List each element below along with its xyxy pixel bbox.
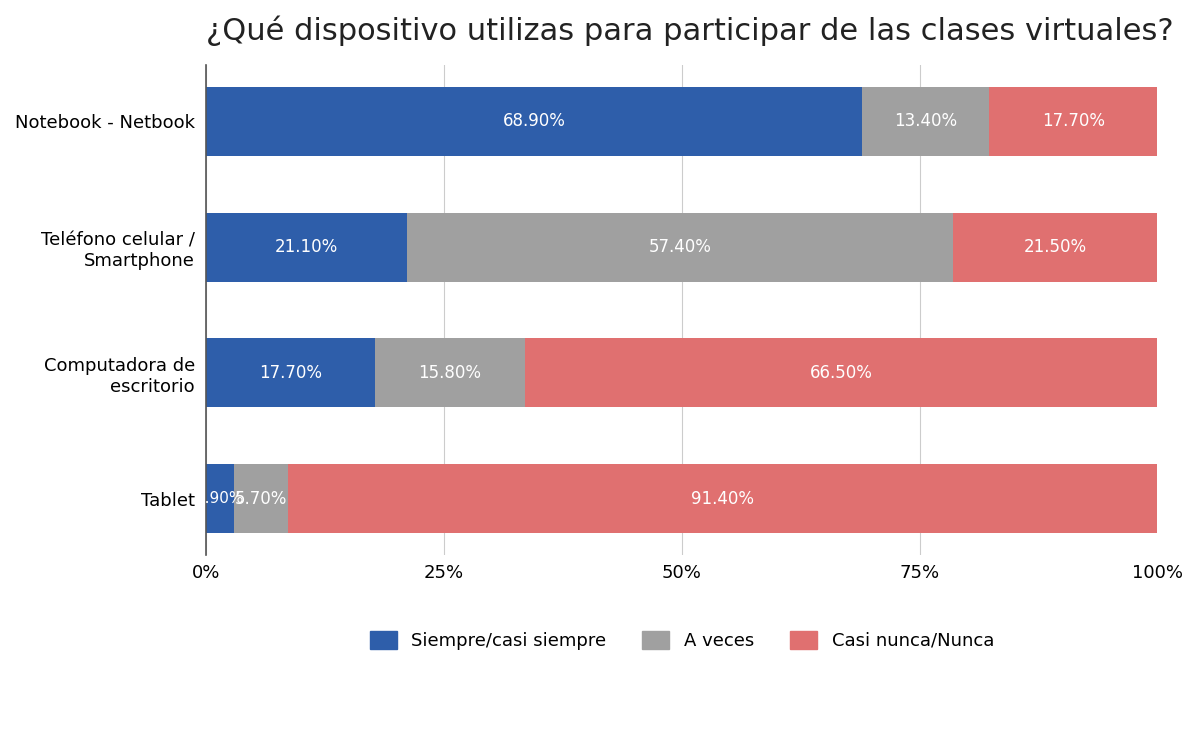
Bar: [206, 87, 861, 156]
Bar: [407, 213, 952, 282]
Text: 91.40%: 91.40%: [691, 490, 755, 508]
Bar: [206, 213, 407, 282]
Text: 17.70%: 17.70%: [259, 364, 322, 382]
Text: 21.10%: 21.10%: [274, 238, 338, 256]
Text: 17.70%: 17.70%: [1042, 113, 1105, 130]
Bar: [206, 464, 234, 533]
Text: ¿Qué dispositivo utilizas para participar de las clases virtuales?: ¿Qué dispositivo utilizas para participa…: [206, 15, 1174, 45]
Bar: [375, 338, 525, 408]
Text: 13.40%: 13.40%: [894, 113, 957, 130]
Text: 66.50%: 66.50%: [810, 364, 872, 382]
Legend: Siempre/casi siempre, A veces, Casi nunca/Nunca: Siempre/casi siempre, A veces, Casi nunc…: [362, 623, 1002, 657]
Bar: [952, 213, 1157, 282]
Bar: [288, 464, 1157, 533]
Bar: [525, 338, 1157, 408]
Bar: [990, 87, 1157, 156]
Text: 57.40%: 57.40%: [648, 238, 712, 256]
Text: 21.50%: 21.50%: [1023, 238, 1087, 256]
Text: 15.80%: 15.80%: [418, 364, 482, 382]
Bar: [234, 464, 288, 533]
Text: 2.90%: 2.90%: [195, 491, 244, 506]
Text: 68.90%: 68.90%: [502, 113, 565, 130]
Bar: [861, 87, 990, 156]
Bar: [206, 338, 375, 408]
Text: 5.70%: 5.70%: [235, 490, 288, 508]
